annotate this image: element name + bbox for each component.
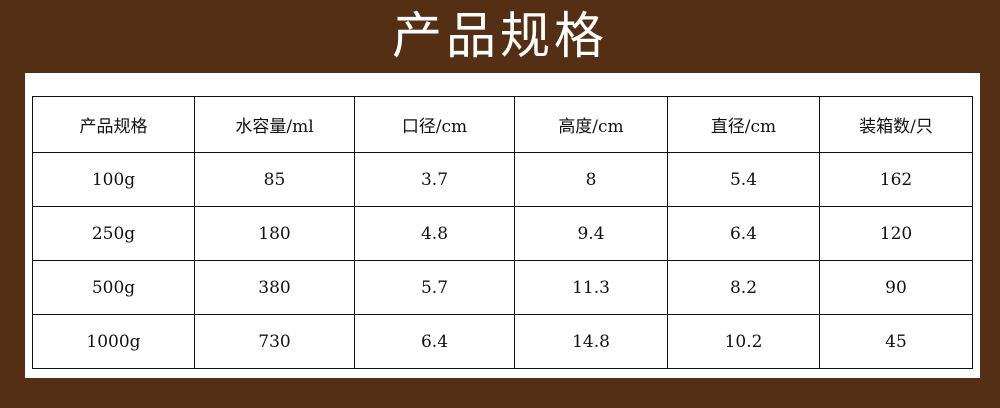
table-cell: 8.2 <box>667 260 820 315</box>
table-cell: 11.3 <box>514 260 668 315</box>
table-cell: 5.7 <box>354 260 515 315</box>
table-row: 250g 180 4.8 9.4 6.4 120 <box>32 206 973 261</box>
table-cell: 100g <box>32 152 195 207</box>
table-cell: 10.2 <box>667 314 820 369</box>
table-cell: 6.4 <box>667 206 820 261</box>
table-cell: 5.4 <box>667 152 820 207</box>
table-row: 100g 85 3.7 8 5.4 162 <box>32 152 973 207</box>
table-cell: 45 <box>819 314 973 369</box>
column-header: 直径/cm <box>667 96 820 153</box>
table-cell: 3.7 <box>354 152 515 207</box>
page-title: 产品规格 <box>392 7 608 65</box>
spec-table: 产品规格 水容量/ml 口径/cm 高度/cm 直径/cm 装箱数/只 100g 85 3.7… <box>32 96 973 369</box>
table-header-row: 产品规格 水容量/ml 口径/cm 高度/cm 直径/cm 装箱数/只 <box>32 96 973 153</box>
table-cell: 250g <box>32 206 195 261</box>
table-cell: 9.4 <box>514 206 668 261</box>
table-cell: 162 <box>819 152 973 207</box>
spec-panel: 产品规格 水容量/ml 口径/cm 高度/cm 直径/cm 装箱数/只 100g 85 3.7… <box>25 73 980 378</box>
table-cell: 8 <box>514 152 668 207</box>
table-cell: 380 <box>194 260 355 315</box>
table-cell: 90 <box>819 260 973 315</box>
column-header: 水容量/ml <box>194 96 355 153</box>
column-header: 产品规格 <box>32 96 195 153</box>
table-cell: 120 <box>819 206 973 261</box>
table-cell: 4.8 <box>354 206 515 261</box>
table-cell: 14.8 <box>514 314 668 369</box>
table-cell: 500g <box>32 260 195 315</box>
table-cell: 730 <box>194 314 355 369</box>
table-row: 1000g 730 6.4 14.8 10.2 45 <box>32 314 973 369</box>
table-cell: 85 <box>194 152 355 207</box>
column-header: 装箱数/只 <box>819 96 973 153</box>
column-header: 高度/cm <box>514 96 668 153</box>
column-header: 口径/cm <box>354 96 515 153</box>
table-cell: 6.4 <box>354 314 515 369</box>
table-cell: 180 <box>194 206 355 261</box>
table-row: 500g 380 5.7 11.3 8.2 90 <box>32 260 973 315</box>
table-cell: 1000g <box>32 314 195 369</box>
